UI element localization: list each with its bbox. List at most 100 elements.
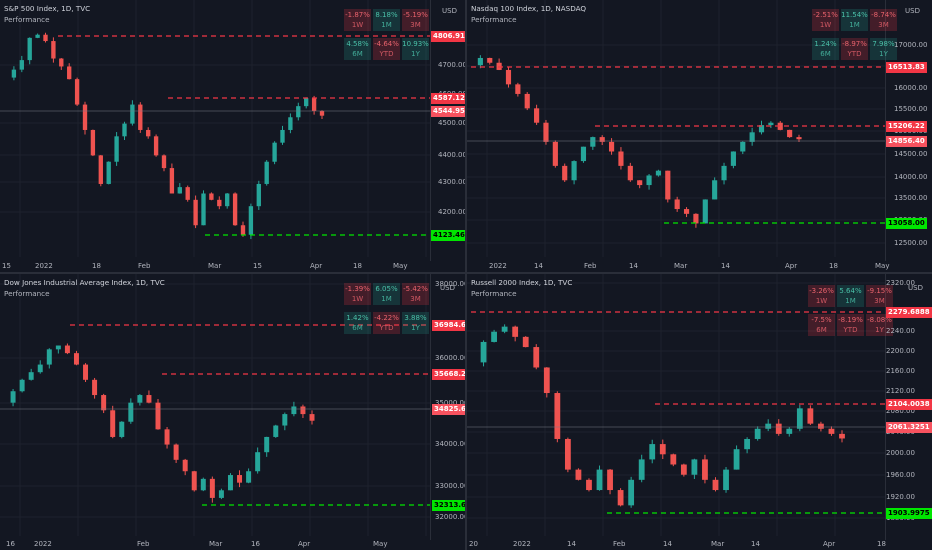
time-tick-label: 16 <box>6 540 15 548</box>
candle-body <box>146 395 152 403</box>
candle-body <box>209 193 214 200</box>
perf-period: 1W <box>351 295 364 303</box>
candle-body <box>291 406 297 415</box>
price-level-tag[interactable]: 4544.95 <box>431 106 465 117</box>
chart-panel-ndx[interactable]: Nasdaq 100 Index, 1D, NASDAQ Performance… <box>467 0 932 272</box>
price-level-tag[interactable]: 13058.00 <box>886 218 927 229</box>
candle-body <box>128 402 134 422</box>
candle-body <box>122 123 127 137</box>
price-level-tag[interactable]: 15206.22 <box>886 121 927 132</box>
time-tick-label: Mar <box>209 540 223 548</box>
perf-value: -7.5% <box>811 316 832 324</box>
candle-body <box>155 402 161 430</box>
perf-cell-6m: -7.5% 6M <box>808 314 835 336</box>
candle-body <box>248 206 254 235</box>
chart-subtitle: Performance <box>471 15 517 24</box>
price-level-tag[interactable]: 4806.91 <box>431 31 465 42</box>
price-tick-label: 12500.00 <box>894 239 928 247</box>
price-level-tag[interactable]: 34825.65 <box>432 404 465 415</box>
candle-body <box>28 372 34 380</box>
price-tick-label: 38000.00 <box>435 280 465 288</box>
candle-body <box>693 213 699 224</box>
price-level-tag[interactable]: 1903.9975 <box>886 508 932 519</box>
currency-label: USD <box>908 284 923 292</box>
candle-body <box>90 129 96 156</box>
candle-body <box>225 193 230 207</box>
candle-body <box>721 165 727 181</box>
perf-value: 10.93% <box>402 40 429 48</box>
vertical-divider[interactable] <box>465 0 467 550</box>
price-tick-label: 2160.00 <box>886 367 915 375</box>
chart-title: Dow Jones Industrial Average Index, 1D, … <box>4 278 165 287</box>
perf-cell-ytd: -4.22% YTD <box>373 312 400 334</box>
candle-body <box>505 69 512 85</box>
spx-plot[interactable] <box>0 0 465 272</box>
candle-body <box>246 471 252 483</box>
time-tick-label: 14 <box>534 262 543 270</box>
rut-plot[interactable] <box>467 274 932 550</box>
candle-body <box>264 161 269 184</box>
candle-body <box>273 425 279 437</box>
candle-body <box>637 180 643 186</box>
candle-body <box>74 79 80 105</box>
candle-body <box>638 459 645 480</box>
time-tick-label: 15 <box>253 262 262 270</box>
perf-cell-ytd: -8.97% YTD <box>841 38 868 60</box>
perf-period: 1W <box>815 297 828 305</box>
perf-cell-3m: -5.42% 3M <box>402 283 429 305</box>
price-level-tag[interactable]: 4587.12 <box>431 93 465 104</box>
candle-body <box>217 199 222 207</box>
price-level-tag[interactable]: 36984.63 <box>432 320 465 331</box>
perf-period: 3M <box>878 21 889 29</box>
candle-body <box>146 129 151 137</box>
candle-body <box>37 364 43 373</box>
dji-plot[interactable] <box>0 274 465 550</box>
perf-value: 5.64% <box>839 287 862 295</box>
candle-body <box>200 478 206 491</box>
price-tick-label: 33000.00 <box>435 482 465 490</box>
candle-body <box>193 199 198 226</box>
perf-cell-1m: 8.18% 1M <box>373 9 400 31</box>
perf-value: -5.42% <box>403 285 428 293</box>
candle-body <box>723 469 729 491</box>
candle-body <box>674 199 680 210</box>
perf-period: YTD <box>843 326 858 334</box>
candle-body <box>185 187 190 200</box>
chart-panel-rut[interactable]: Russell 2000 Index, 1D, TVC Performance … <box>467 274 932 550</box>
price-level-tag[interactable]: 2061.3251 <box>886 422 932 433</box>
horizontal-divider[interactable] <box>0 272 932 274</box>
candle-body <box>524 93 530 109</box>
candle-body <box>758 125 765 133</box>
candle-body <box>319 110 325 116</box>
candle-body <box>680 464 687 475</box>
candle-body <box>83 364 89 380</box>
perf-value: 8.18% <box>375 11 398 19</box>
candle-body <box>46 349 52 365</box>
candle-body <box>787 129 793 138</box>
price-level-tag[interactable]: 32313.68 <box>432 500 465 511</box>
perf-cell-1y: 10.93% 1Y <box>402 38 429 60</box>
chart-panel-spx[interactable]: S&P 500 Index, 1D, TVC Performance -1.87… <box>0 0 465 272</box>
price-level-tag[interactable]: 16513.83 <box>886 62 927 73</box>
candle-body <box>153 136 159 156</box>
price-level-tag[interactable]: 4123.46 <box>431 230 465 241</box>
price-level-tag[interactable]: 2279.6888 <box>886 307 932 318</box>
perf-cell-1w: -1.39% 1W <box>344 283 371 305</box>
chart-panel-dji[interactable]: Dow Jones Industrial Average Index, 1D, … <box>0 274 465 550</box>
perf-period: 1M <box>381 295 392 303</box>
price-tick-label: 35000.00 <box>435 399 465 407</box>
time-tick-label: May <box>875 262 890 270</box>
candle-body <box>828 428 835 434</box>
price-level-tag[interactable]: 35668.26 <box>432 369 465 380</box>
candle-body <box>106 161 111 184</box>
candle-body <box>796 408 803 429</box>
price-level-tag[interactable]: 14856.40 <box>886 136 927 147</box>
candle-body <box>19 379 25 392</box>
candle-body <box>533 347 540 368</box>
currency-label: USD <box>442 7 457 15</box>
candle-body <box>575 469 582 480</box>
ndx-plot[interactable] <box>467 0 932 272</box>
price-level-tag[interactable]: 2104.0038 <box>886 399 932 410</box>
candle-body <box>599 137 605 142</box>
candle-body <box>702 459 708 480</box>
